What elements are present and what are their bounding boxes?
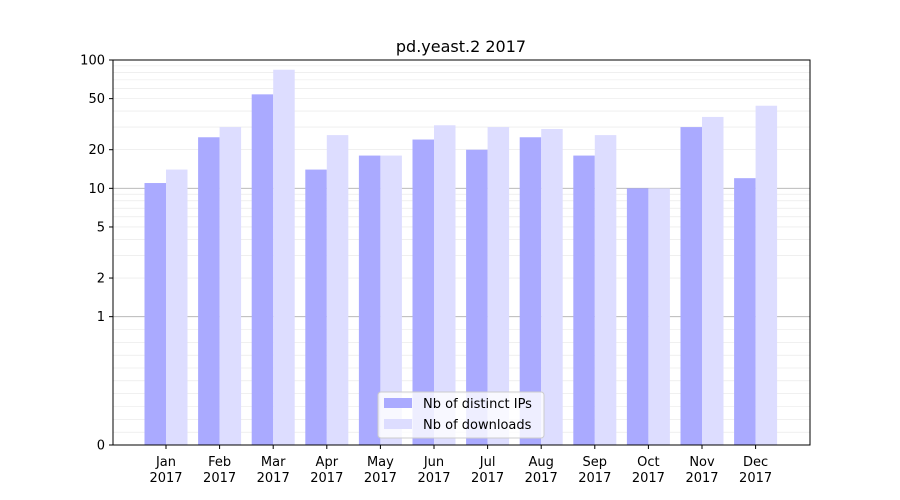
y-tick-label: 1 — [97, 310, 105, 325]
legend-box — [377, 391, 545, 439]
bar-downloads-11 — [702, 116, 724, 446]
bar-downloads-9 — [594, 135, 617, 445]
legend-label-downloads: Nb of downloads — [423, 418, 532, 433]
bar-distinct-ips-9 — [573, 155, 595, 445]
x-axis: Jan 2017 Feb 2017 Mar 2017 Apr 2017 May 2017 Jun 20… — [149, 445, 772, 486]
chart-title: pd.yeast.2 2017 — [396, 37, 526, 56]
x-tick-label: Jul 2017 — [471, 455, 504, 486]
bars — [144, 69, 778, 446]
bar-distinct-ips-12 — [734, 178, 756, 445]
bar-distinct-ips-3 — [251, 94, 274, 445]
x-tick-label: Dec 2017 — [739, 455, 772, 486]
bar-downloads-6 — [434, 125, 456, 446]
bar-distinct-ips-8 — [519, 137, 542, 446]
legend-swatch-downloads — [384, 419, 412, 429]
y-tick-label: 5 — [97, 220, 105, 235]
bar-downloads-10 — [648, 188, 670, 446]
y-tick-label: 0 — [97, 439, 105, 454]
y-tick-label: 10 — [88, 182, 105, 197]
bar-distinct-ips-7 — [466, 149, 488, 445]
bar-distinct-ips-10 — [626, 188, 649, 446]
x-tick-label: Sep 2017 — [578, 455, 611, 486]
y-tick-label: 2 — [97, 272, 105, 287]
bar-downloads-7 — [487, 127, 510, 445]
x-tick-label: Aug 2017 — [525, 455, 558, 486]
legend: Nb of distinct IPs Nb of downloads — [377, 391, 545, 439]
bar-distinct-ips-1 — [144, 183, 166, 445]
plot-frame — [112, 59, 811, 446]
y-tick-label: 50 — [88, 92, 105, 107]
legend-label-distinct-ips: Nb of distinct IPs — [423, 397, 532, 412]
bar-downloads-1 — [166, 169, 188, 445]
x-tick-label: Oct 2017 — [632, 455, 665, 486]
bar-distinct-ips-11 — [680, 127, 702, 445]
bar-distinct-ips-6 — [412, 139, 434, 445]
bar-downloads-8 — [541, 128, 563, 446]
x-tick-label: Jan 2017 — [149, 455, 182, 486]
x-tick-label: Mar 2017 — [257, 455, 290, 486]
bar-downloads-4 — [326, 135, 349, 445]
x-tick-label: Apr 2017 — [310, 455, 343, 486]
bar-distinct-ips-5 — [358, 155, 381, 445]
y-tick-label: 20 — [88, 143, 105, 158]
bar-downloads-5 — [380, 155, 402, 445]
bar-downloads-2 — [219, 127, 242, 445]
x-tick-label: Jun 2017 — [417, 455, 450, 486]
bar-downloads-12 — [755, 105, 778, 446]
legend-swatch-distinct-ips — [384, 398, 412, 408]
y-axis: 0 1 2 5 10 20 50 100 — [80, 54, 113, 454]
x-tick-label: May 2017 — [364, 455, 397, 486]
bar-downloads-3 — [273, 69, 295, 445]
x-tick-label: Feb 2017 — [203, 455, 236, 486]
bar-distinct-ips-2 — [198, 137, 220, 446]
x-tick-label: Nov 2017 — [685, 455, 718, 486]
y-tick-label: 100 — [80, 54, 105, 69]
bar-distinct-ips-4 — [305, 169, 327, 445]
